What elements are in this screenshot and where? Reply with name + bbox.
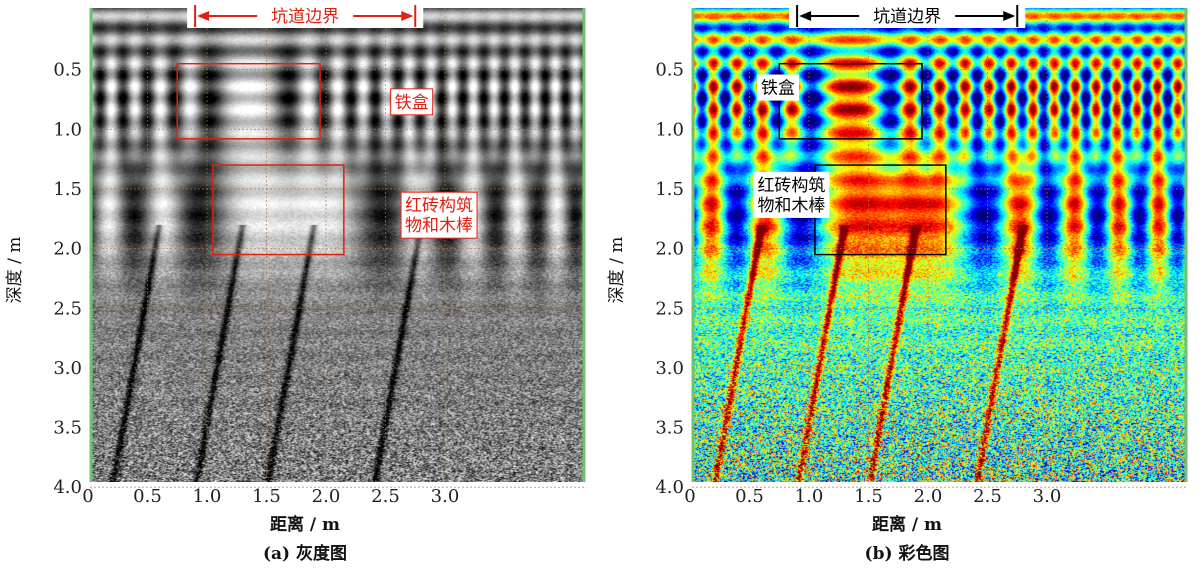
y-tick-label-7: 4.0 [53,477,82,498]
boundary-arrowhead-right [1003,11,1016,21]
x-tick-label-0: 0 [82,486,93,507]
annotation-label-bg-0 [757,74,800,101]
y-tick-label-7: 4.0 [655,477,684,498]
boundary-label-bg [187,0,424,28]
y-axis-label: 深度 / m [5,237,25,304]
annotation-label-0-line-0: 铁盒 [395,93,429,113]
annotation-label-0-line-0: 铁盒 [761,79,795,99]
y-tick-label-4: 2.5 [53,298,82,319]
x-axis-label: 距离 / m [270,514,340,535]
x-axis-label: 距离 / m [872,514,942,535]
color-radargram-panel: 坑道边界铁盒红砖构筑 物和木棒 0 0.5 1.0 1.5 2.0 2.5 3.0 0.5 1.0 1… [602,0,1204,571]
x-tick-label-4: 2.0 [312,486,341,507]
boundary-arrowhead-left [799,11,812,21]
x-tick-label-4: 2.0 [914,486,943,507]
boundary-label-bg [789,0,1026,28]
x-tick-label-6: 3.0 [431,486,460,507]
x-tick-label-1: 0.5 [133,486,162,507]
annotation-label-bg-0 [390,88,434,116]
y-tick-label-3: 2.0 [655,239,684,260]
annotation-label-1-line-1: 物和木棒 [757,196,825,216]
x-tick-label-1: 0.5 [735,486,764,507]
x-tick-label-2: 1.0 [193,486,222,507]
panel-subtitle: (b) 彩色图 [865,543,950,564]
y-tick-label-5: 3.0 [655,358,684,379]
x-tick-label-3: 1.5 [854,486,883,507]
annotation-box-0 [176,62,321,140]
annotation-label-1-line-1: 物和木棒 [405,216,473,236]
y-tick-label-6: 3.5 [53,418,82,439]
annotation-label-1-line-0: 红砖构筑 [757,176,825,196]
x-tick-label-3: 1.5 [252,486,281,507]
y-tick-label-2: 1.5 [53,179,82,200]
annotation-box-1 [212,164,345,256]
boundary-label: 坑道边界 [873,7,941,27]
annotation-box-0 [778,62,923,140]
x-tick-label-5: 2.5 [371,486,400,507]
boundary-arrowhead-left [197,11,210,21]
x-tick-label-0: 0 [684,486,695,507]
y-tick-label-0: 0.5 [655,60,684,81]
y-tick-label-3: 2.0 [53,239,82,260]
y-axis-label: 深度 / m [607,237,627,304]
grid [692,8,1187,488]
y-tick-label-1: 1.0 [53,119,82,140]
grid [90,8,585,488]
y-tick-label-4: 2.5 [655,298,684,319]
y-tick-label-6: 3.5 [655,418,684,439]
x-tick-label-5: 2.5 [973,486,1002,507]
annotation-label-bg-1 [400,191,478,239]
x-tick-label-2: 1.0 [795,486,824,507]
y-tick-label-0: 0.5 [53,60,82,81]
x-tick-label-6: 3.0 [1033,486,1062,507]
gray-radargram-panel: 坑道边界铁盒红砖构筑 物和木棒 0 0.5 1.0 1.5 2.0 2.5 3.0 0.5 1.0 1… [0,0,602,571]
radar-image [90,8,585,482]
boundary-arrowhead-right [401,11,414,21]
annotation-label-bg-1 [753,171,830,218]
y-tick-label-1: 1.0 [655,119,684,140]
y-tick-label-5: 3.0 [53,358,82,379]
y-tick-label-2: 1.5 [655,179,684,200]
boundary-label: 坑道边界 [271,7,339,27]
annotation-label-1-line-0: 红砖构筑 [405,196,473,216]
panel-subtitle: (a) 灰度图 [263,543,347,564]
